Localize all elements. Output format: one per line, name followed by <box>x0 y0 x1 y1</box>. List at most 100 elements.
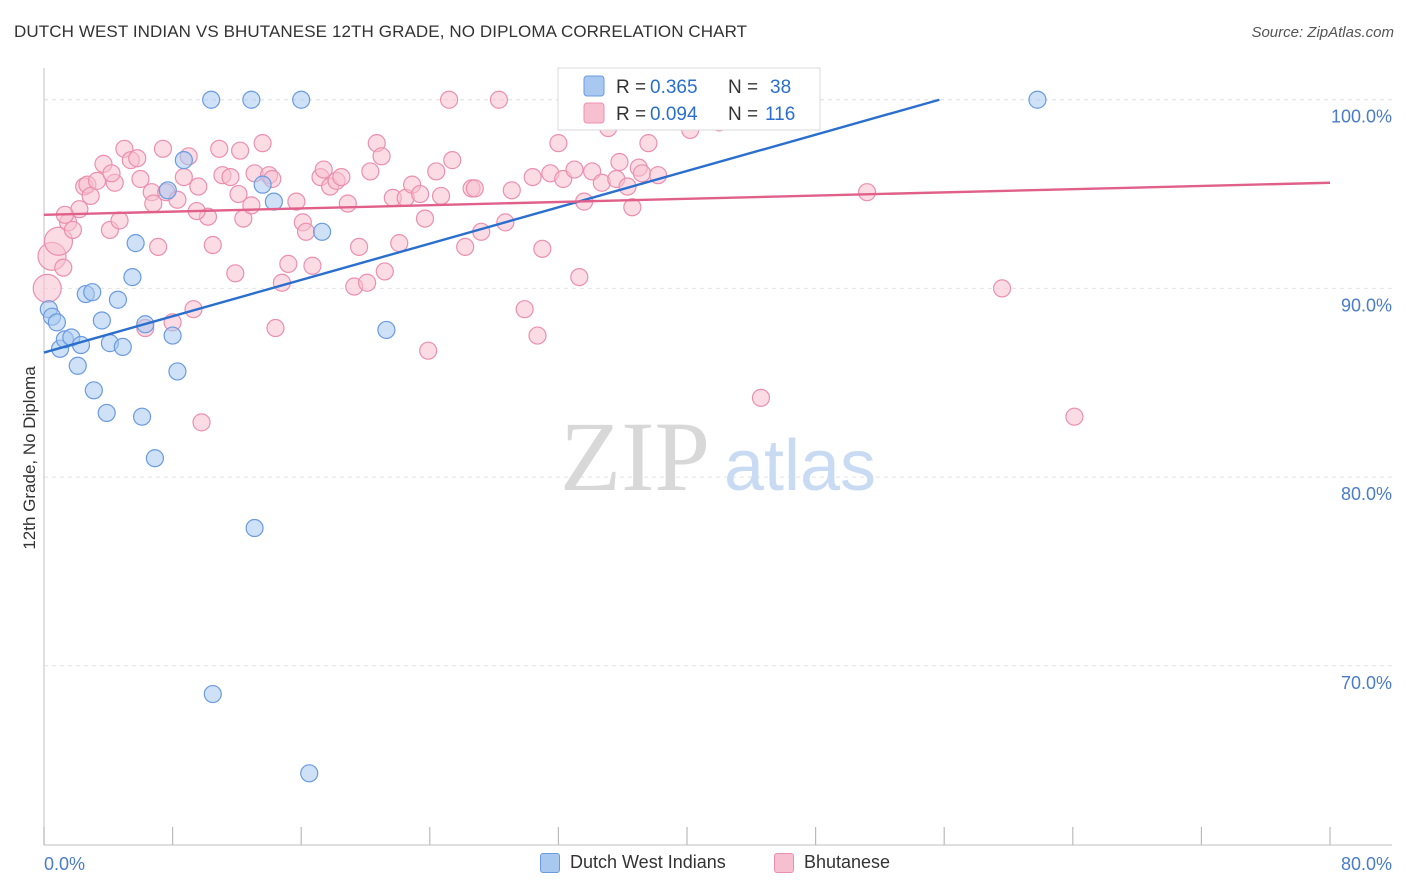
bhutanese-point <box>623 198 642 217</box>
bhutanese-point <box>253 134 272 153</box>
bhutanese-point <box>131 169 150 189</box>
bhutanese-point <box>570 267 589 287</box>
dutch-west-indians-points <box>39 90 1047 783</box>
bhutanese-point <box>372 147 391 166</box>
legend-swatch-dutch-west-indians <box>540 852 560 873</box>
legend-r-value-2: 0.094 <box>650 104 698 125</box>
dutch-west-indians-point <box>108 290 128 309</box>
dutch-west-indians-point <box>300 764 319 783</box>
bhutanese-point <box>431 186 451 206</box>
watermark: ZIP atlas <box>560 401 876 512</box>
legend-swatch-bhutanese <box>774 852 794 873</box>
bhutanese-point <box>229 184 248 204</box>
x-tick-label: 80.0% <box>1341 854 1392 874</box>
y-axis-label: 12th Grade, No Diploma <box>20 366 39 550</box>
bhutanese-point <box>502 181 521 200</box>
bhutanese-points <box>32 90 1084 432</box>
bhutanese-point <box>149 237 168 257</box>
legend-n-value-2: 116 <box>765 104 795 125</box>
dutch-west-indians-point <box>242 90 261 109</box>
bhutanese-point <box>361 162 380 181</box>
legend-r-label-2: R = <box>616 104 646 125</box>
bhutanese-point <box>523 167 542 187</box>
dutch-west-indians-point <box>253 175 272 194</box>
bhutanese-point <box>375 262 394 281</box>
bhutanese-point <box>411 184 430 204</box>
bhutanese-point <box>102 164 121 183</box>
bhutanese-point <box>81 186 100 206</box>
bhutanese-point <box>144 194 163 213</box>
dutch-west-indians-point <box>174 151 193 170</box>
dutch-west-indians-point <box>168 362 187 381</box>
bhutanese-point <box>63 220 83 240</box>
y-tick-label: 90.0% <box>1341 295 1392 315</box>
watermark-atlas: atlas <box>724 426 876 506</box>
dutch-west-indians-point <box>113 337 132 356</box>
bhutanese-point <box>153 139 173 158</box>
y-tick-label: 70.0% <box>1341 673 1392 693</box>
legend-label-bhutanese: Bhutanese <box>804 852 891 872</box>
x-tick-label: 0.0% <box>44 854 85 874</box>
legend-r-value-1: 0.365 <box>650 77 698 98</box>
bhutanese-point <box>279 254 298 273</box>
dutch-west-indians-point <box>264 192 283 211</box>
axes <box>43 68 1392 846</box>
bhutanese-trend-line <box>43 181 1331 217</box>
dutch-west-indians-point <box>126 234 145 253</box>
bhutanese-point <box>349 237 369 257</box>
dutch-west-indians-point <box>92 311 111 330</box>
dutch-west-indians-point <box>312 222 332 241</box>
bhutanese-point <box>427 162 446 181</box>
tick-labels: 70.0% 80.0% 90.0% 100.0% 0.0% 80.0% <box>44 107 1392 874</box>
bhutanese-point <box>174 167 193 187</box>
bhutanese-point <box>287 192 306 211</box>
bhutanese-point <box>338 194 357 213</box>
dutch-west-indians-point <box>47 313 66 332</box>
legend-swatch-pink <box>583 102 605 124</box>
bhutanese-point <box>189 177 208 196</box>
bhutanese-point <box>489 90 509 109</box>
bhutanese-point <box>632 164 652 183</box>
bhutanese-point <box>128 149 147 168</box>
bhutanese-point <box>549 134 568 153</box>
y-tick-label: 100.0% <box>1331 107 1392 127</box>
legend-r-label-1: R = <box>616 77 646 98</box>
bhutanese-point <box>1065 407 1084 426</box>
bhutanese-point <box>332 167 351 187</box>
bhutanese-point <box>231 141 250 160</box>
dutch-west-indians-point <box>202 90 221 109</box>
bhutanese-point <box>610 152 629 172</box>
bhutanese-point <box>992 279 1012 298</box>
dutch-west-indians-point <box>203 684 222 704</box>
trend-lines <box>43 98 1331 354</box>
bhutanese-point <box>751 388 771 407</box>
dutch-west-indians-point <box>68 356 87 375</box>
legend-n-label-1: N = <box>728 77 758 98</box>
bhutanese-point <box>443 151 462 170</box>
legend-item-bhutanese: Bhutanese <box>774 852 890 873</box>
bhutanese-point <box>390 234 409 253</box>
bhutanese-point <box>533 239 552 258</box>
bhutanese-point <box>314 160 333 179</box>
legend-label-dutch-west-indians: Dutch West Indians <box>570 852 726 872</box>
bhutanese-point <box>54 258 73 277</box>
dutch-west-indians-point <box>158 181 177 200</box>
dutch-west-indians-point <box>377 320 396 340</box>
bhutanese-point <box>439 90 459 109</box>
correlation-legend: R = 0.365 N = 38 R = 0.094 N = 116 <box>557 67 821 131</box>
bhutanese-point <box>565 160 584 179</box>
y-tick-label: 80.0% <box>1341 484 1392 504</box>
dutch-west-indians-point <box>97 403 116 423</box>
bhutanese-point <box>415 209 435 228</box>
dutch-west-indians-point <box>84 381 103 400</box>
dutch-west-indians-point <box>132 407 152 426</box>
watermark-zip: ZIP <box>560 401 710 512</box>
source-label: Source: ZipAtlas.com <box>1251 24 1394 41</box>
dutch-west-indians-point <box>292 90 311 109</box>
dutch-west-indians-point <box>245 518 264 538</box>
dutch-west-indians-point <box>163 326 182 345</box>
legend-item-dutch-west-indians: Dutch West Indians <box>540 852 726 873</box>
bhutanese-point <box>210 139 229 158</box>
dutch-west-indians-point <box>1028 90 1047 109</box>
